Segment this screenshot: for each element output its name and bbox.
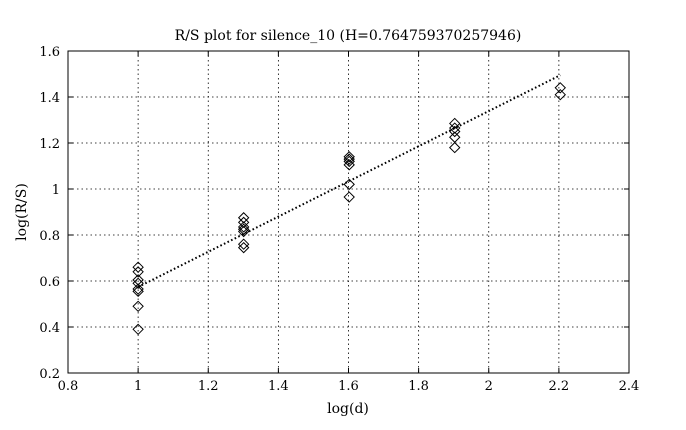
data-point <box>132 277 144 290</box>
fit-line <box>137 74 561 288</box>
data-point <box>343 155 355 168</box>
x-axis-ticks: 0.8 1 1.2 1.4 1.6 1.8 2 2.2 2.4 <box>58 51 640 394</box>
x-axis-label: log(d) <box>327 401 369 417</box>
data-point <box>132 274 144 286</box>
x-tick-label: 1.2 <box>198 379 219 394</box>
data-point <box>237 238 250 250</box>
x-tick-label: 0.8 <box>58 379 79 394</box>
data-point <box>237 225 250 238</box>
data-point <box>554 82 566 94</box>
data-point <box>343 151 355 163</box>
x-tick-label: 2 <box>485 379 493 394</box>
data-point <box>132 323 144 336</box>
data-point <box>343 178 355 191</box>
x-tick-label: 1.4 <box>268 379 289 394</box>
grid <box>68 51 629 373</box>
data-point <box>237 223 250 235</box>
y-tick-label: 1.4 <box>39 91 60 106</box>
data-point <box>132 261 144 273</box>
y-tick-label: 1.6 <box>39 45 60 60</box>
y-tick-label: 0.2 <box>39 367 60 382</box>
x-tick-label: 1.8 <box>408 379 429 394</box>
data-point <box>132 300 144 313</box>
y-tick-label: 0.4 <box>39 321 60 336</box>
data-point <box>343 191 355 203</box>
x-tick-label: 1 <box>134 379 142 394</box>
x-tick-label: 2.4 <box>619 379 640 394</box>
data-point <box>449 125 461 138</box>
data-point <box>449 141 461 154</box>
data-point <box>237 212 250 224</box>
data-point <box>237 241 250 254</box>
y-axis-label: log(R/S) <box>14 183 30 241</box>
data-point <box>554 88 566 101</box>
y-tick-label: 1 <box>52 183 60 198</box>
data-point <box>132 285 144 298</box>
y-tick-label: 1.2 <box>39 137 60 152</box>
chart-title: R/S plot for silence_10 (H=0.76475937025… <box>175 28 522 44</box>
y-tick-label: 0.8 <box>39 229 60 244</box>
data-point <box>237 216 250 229</box>
data-point <box>132 283 144 295</box>
data-point <box>449 117 461 130</box>
plot-area-frame <box>67 50 630 374</box>
data-point <box>132 266 144 278</box>
y-tick-label: 0.6 <box>39 275 60 290</box>
data-point <box>343 159 355 171</box>
data-points <box>132 82 566 336</box>
x-tick-label: 1.6 <box>338 379 359 394</box>
data-point <box>237 221 250 233</box>
data-point <box>343 153 355 165</box>
fit-line-group <box>137 74 561 288</box>
y-axis-ticks: 0.2 0.4 0.6 0.8 1 1.2 1.4 1.6 <box>39 45 629 382</box>
x-tick-label: 2.2 <box>549 379 570 394</box>
data-point <box>449 122 461 134</box>
